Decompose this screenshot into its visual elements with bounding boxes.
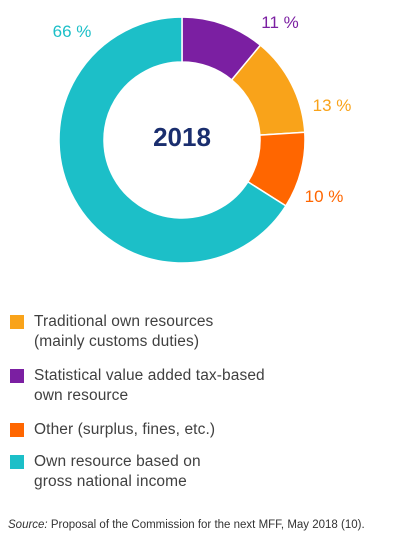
donut-chart: 2018 11 % 13 % 10 % 66 %: [53, 13, 352, 264]
source-note: Source: Proposal of the Commission for t…: [8, 519, 365, 531]
source-label: Source:: [8, 519, 48, 531]
legend-item: Other (surplus, fines, etc.): [10, 420, 410, 440]
legend-label: Traditional own resources (mainly custom…: [34, 313, 214, 350]
slice-value-label: 10 %: [305, 187, 344, 206]
donut-slice: [58, 16, 287, 264]
source-text: Proposal of the Commission for the next …: [47, 519, 365, 531]
donut-slices: [58, 16, 306, 264]
legend-label: Own resource based on gross national inc…: [34, 453, 201, 490]
legend-swatch: [10, 369, 24, 383]
slice-value-label: 13 %: [313, 96, 352, 115]
slice-value-label: 11 %: [261, 13, 299, 32]
legend-item: Traditional own resources (mainly custom…: [10, 312, 410, 352]
legend-swatch: [10, 455, 24, 469]
center-year-label: 2018: [153, 122, 211, 152]
chart-legend: Traditional own resources (mainly custom…: [10, 312, 410, 506]
legend-swatch: [10, 423, 24, 437]
legend-swatch: [10, 315, 24, 329]
slice-value-label: 66 %: [53, 22, 92, 41]
legend-item: Statistical value added tax-based own re…: [10, 366, 410, 406]
legend-item: Own resource based on gross national inc…: [10, 452, 410, 492]
slice-value-labels: 11 % 13 % 10 % 66 %: [53, 13, 352, 206]
legend-label: Other (surplus, fines, etc.): [34, 421, 216, 438]
legend-label: Statistical value added tax-based own re…: [34, 367, 265, 404]
